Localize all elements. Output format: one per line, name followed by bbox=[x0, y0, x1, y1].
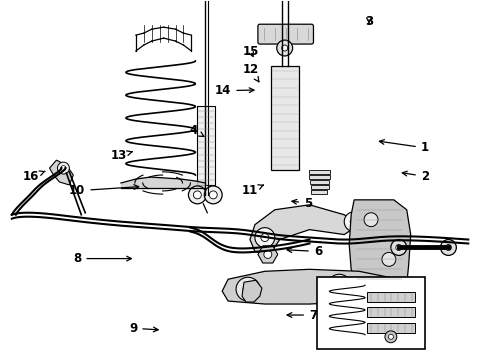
Polygon shape bbox=[242, 280, 262, 302]
Circle shape bbox=[391, 239, 407, 255]
Bar bbox=[271, 66, 298, 170]
Circle shape bbox=[236, 277, 260, 301]
Text: 8: 8 bbox=[73, 252, 131, 265]
Circle shape bbox=[264, 251, 272, 258]
Circle shape bbox=[344, 212, 364, 231]
Circle shape bbox=[382, 252, 396, 266]
Circle shape bbox=[445, 244, 451, 251]
Bar bbox=[312, 190, 327, 194]
Circle shape bbox=[385, 331, 397, 343]
Text: 6: 6 bbox=[287, 245, 322, 258]
FancyBboxPatch shape bbox=[258, 24, 314, 44]
Bar bbox=[367, 307, 415, 317]
Text: 12: 12 bbox=[243, 63, 259, 82]
Circle shape bbox=[189, 186, 206, 204]
Circle shape bbox=[364, 213, 378, 227]
Text: 7: 7 bbox=[287, 309, 317, 321]
Circle shape bbox=[61, 166, 66, 171]
Circle shape bbox=[389, 334, 393, 339]
Circle shape bbox=[194, 191, 201, 199]
Circle shape bbox=[204, 186, 222, 204]
Circle shape bbox=[261, 234, 269, 242]
Polygon shape bbox=[258, 246, 278, 263]
Bar bbox=[310, 175, 330, 179]
Text: 1: 1 bbox=[379, 140, 429, 154]
Circle shape bbox=[57, 162, 70, 174]
Text: 13: 13 bbox=[110, 149, 132, 162]
Text: 9: 9 bbox=[129, 322, 158, 335]
Circle shape bbox=[209, 191, 217, 199]
Polygon shape bbox=[250, 205, 359, 255]
Polygon shape bbox=[49, 160, 74, 185]
Text: 5: 5 bbox=[292, 197, 312, 210]
Text: 4: 4 bbox=[190, 124, 204, 137]
Circle shape bbox=[243, 284, 253, 294]
Text: 16: 16 bbox=[23, 170, 45, 183]
Bar bbox=[318, 277, 425, 349]
Circle shape bbox=[277, 40, 293, 56]
Text: 10: 10 bbox=[69, 184, 139, 197]
Bar bbox=[197, 105, 215, 185]
Text: 14: 14 bbox=[215, 84, 254, 97]
Polygon shape bbox=[349, 200, 411, 289]
Text: 15: 15 bbox=[243, 45, 259, 58]
Text: 11: 11 bbox=[242, 184, 264, 197]
Bar bbox=[312, 185, 329, 189]
Bar bbox=[309, 170, 330, 174]
Bar bbox=[311, 180, 329, 184]
Circle shape bbox=[441, 239, 456, 255]
Text: 3: 3 bbox=[365, 14, 373, 27]
Circle shape bbox=[255, 228, 275, 247]
Bar bbox=[367, 292, 415, 302]
Circle shape bbox=[391, 278, 407, 294]
Circle shape bbox=[282, 45, 288, 51]
Circle shape bbox=[327, 274, 351, 298]
Bar bbox=[367, 323, 415, 333]
Circle shape bbox=[334, 281, 344, 291]
Circle shape bbox=[350, 218, 358, 226]
Text: 2: 2 bbox=[402, 170, 429, 183]
Polygon shape bbox=[222, 269, 404, 304]
Circle shape bbox=[396, 244, 402, 251]
Circle shape bbox=[396, 283, 402, 289]
